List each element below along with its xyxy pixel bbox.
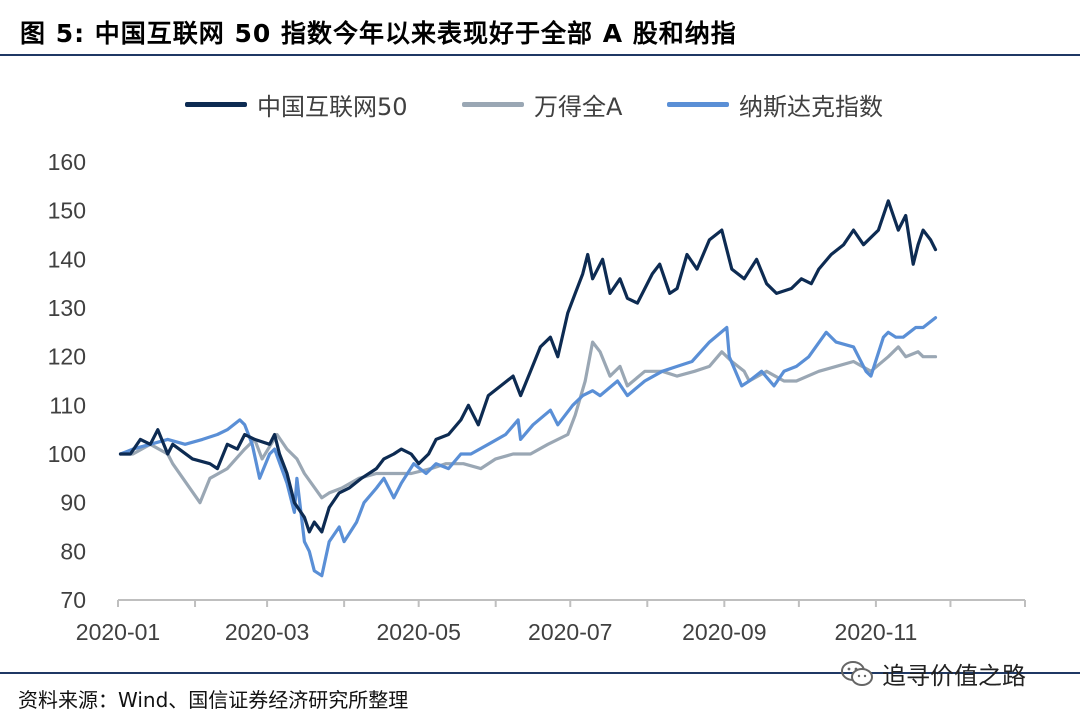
y-tick-label: 70 <box>60 587 86 613</box>
footer-divider <box>0 672 1080 674</box>
legend-label-nasdaq: 纳斯达克指数 <box>739 92 883 121</box>
x-tick-label: 2020-11 <box>835 619 918 645</box>
title-divider <box>0 54 1080 56</box>
series-line-0 <box>118 199 938 534</box>
series-layer <box>118 199 938 578</box>
chart-legend: 中国互联网50 万得全A 纳斯达克指数 <box>0 86 1080 122</box>
y-tick-label: 120 <box>48 344 86 370</box>
wechat-icon <box>841 660 873 686</box>
y-tick-label: 100 <box>48 441 86 467</box>
x-tick-label: 2020-09 <box>682 619 766 645</box>
legend-item-internet50: 中国互联网50 <box>185 86 408 122</box>
y-tick-label: 150 <box>48 198 86 224</box>
watermark-text: 追寻价值之路 <box>882 662 1026 690</box>
x-tick-label: 2020-07 <box>528 619 612 645</box>
x-tick-label: 2020-03 <box>225 619 309 645</box>
legend-item-wind-all-a: 万得全A <box>462 86 622 122</box>
series-line-1 <box>118 340 938 505</box>
y-tick-label: 140 <box>48 246 86 272</box>
x-axis: 2020-01 2020-03 2020-05 2020-07 2020-09 2020-… <box>76 599 1026 645</box>
legend-label-wind-all-a: 万得全A <box>534 92 623 121</box>
y-tick-label: 110 <box>49 392 86 418</box>
watermark: 追寻价值之路 <box>840 656 1026 691</box>
legend-swatch-internet50 <box>185 101 247 107</box>
x-tick-label: 2020-05 <box>376 619 460 645</box>
y-tick-label: 90 <box>60 490 86 516</box>
legend-swatch-wind-all-a <box>462 101 524 107</box>
figure-title: 图 5: 中国互联网 50 指数今年以来表现好于全部 A 股和纳指 <box>20 19 737 48</box>
series-line-2 <box>118 316 938 578</box>
legend-label-internet50: 中国互联网50 <box>257 92 408 121</box>
legend-item-nasdaq: 纳斯达克指数 <box>667 86 883 122</box>
y-tick-label: 130 <box>48 295 86 321</box>
x-tick-label: 2020-01 <box>76 619 160 645</box>
legend-swatch-nasdaq <box>667 101 729 107</box>
y-axis: 70 80 90 100 110 120 130 140 150 160 <box>48 149 86 613</box>
source-note: 资料来源：Wind、国信证券经济研究所整理 <box>18 688 409 712</box>
y-tick-label: 160 <box>48 149 86 175</box>
y-tick-label: 80 <box>60 538 86 564</box>
